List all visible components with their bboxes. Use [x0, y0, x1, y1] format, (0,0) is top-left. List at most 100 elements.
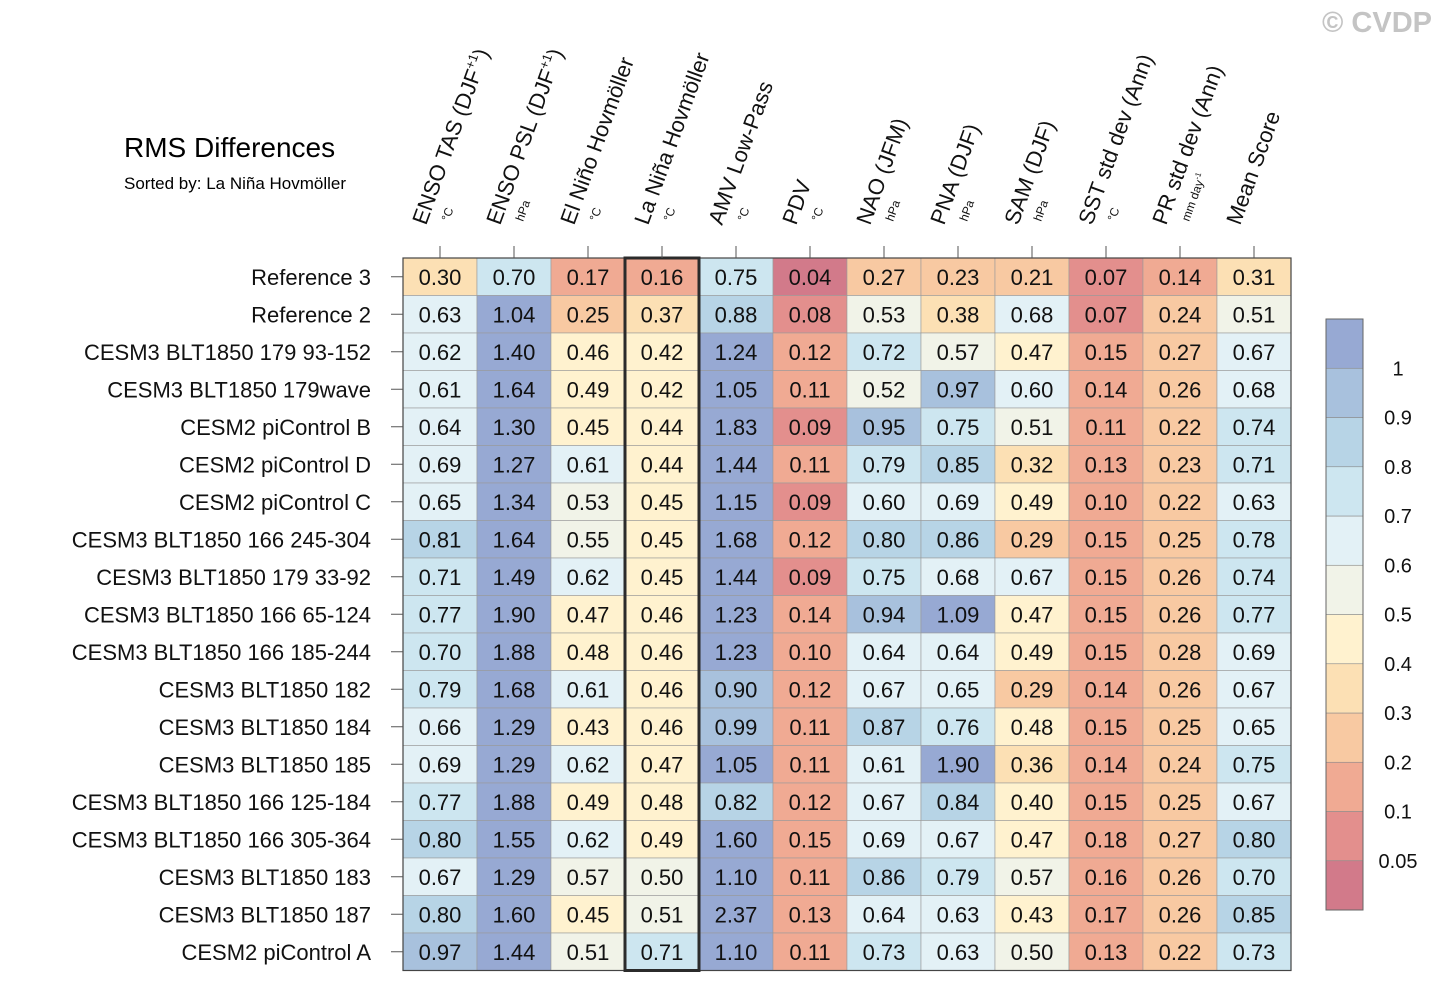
heatmap-cell — [846, 670, 922, 709]
cell-value-label: 0.48 — [1011, 715, 1054, 740]
cell-value-label: 0.47 — [1011, 827, 1054, 852]
cell-value-label: 0.73 — [863, 940, 906, 965]
cell-value-label: 0.57 — [937, 340, 980, 365]
heatmap-cell — [1068, 932, 1144, 971]
heatmap-cell — [1068, 257, 1144, 296]
heatmap-cell — [698, 857, 774, 896]
cell-value-label: 1.15 — [715, 490, 758, 515]
cell-value-label: 0.11 — [789, 452, 830, 477]
heatmap-cell — [772, 932, 848, 971]
heatmap-cell — [402, 332, 478, 371]
row-label: CESM3 BLT1850 179wave — [107, 377, 371, 402]
heatmap-cell — [698, 520, 774, 559]
column-label: ENSO TAS (DJF+1) — [406, 45, 494, 228]
cell-value-label: 0.84 — [937, 790, 980, 815]
cell-value-label: 1.05 — [715, 752, 758, 777]
cell-value-label: 0.87 — [863, 715, 906, 740]
cell-value-label: 0.69 — [937, 490, 980, 515]
heatmap-cell — [698, 895, 774, 934]
row-label: CESM2 piControl A — [181, 940, 371, 965]
heatmap-cell — [1142, 520, 1218, 559]
heatmap-cell — [1068, 670, 1144, 709]
cell-value-label: 0.81 — [419, 527, 462, 552]
cell-value-label: 0.75 — [937, 415, 980, 440]
column-units: hPa — [883, 198, 904, 223]
cell-value-label: 0.11 — [1085, 415, 1126, 440]
row-label: CESM2 piControl B — [180, 415, 371, 440]
cell-value-label: 0.52 — [863, 377, 906, 402]
cell-value-label: 0.27 — [863, 265, 906, 290]
cell-value-label: 0.44 — [641, 452, 684, 477]
heatmap-cell — [1068, 857, 1144, 896]
heatmap-cell — [846, 782, 922, 821]
heatmap-cell — [1068, 745, 1144, 784]
colorbar-segment — [1325, 712, 1364, 763]
cell-value-label: 0.13 — [1085, 940, 1128, 965]
heatmap-cell — [1068, 707, 1144, 746]
colorbar-segment — [1325, 663, 1364, 714]
row-label: Reference 2 — [251, 302, 371, 327]
cell-value-label: 0.26 — [1159, 677, 1202, 702]
heatmap-cell — [846, 632, 922, 671]
cell-value-label: 0.51 — [641, 902, 684, 927]
heatmap-cell — [402, 257, 478, 296]
heatmap-cell — [994, 295, 1070, 334]
heatmap-cell — [846, 857, 922, 896]
cell-value-label: 0.63 — [937, 902, 980, 927]
heatmap-cell — [772, 745, 848, 784]
heatmap-cell — [920, 895, 996, 934]
cell-value-label: 0.44 — [641, 415, 684, 440]
cell-value-label: 2.37 — [715, 902, 758, 927]
heatmap-cell — [920, 595, 996, 634]
row-label: CESM3 BLT1850 166 305-364 — [72, 827, 371, 852]
cell-value-label: 0.80 — [419, 902, 462, 927]
heatmap-cell — [1068, 370, 1144, 409]
heatmap-cell — [624, 257, 700, 296]
cell-value-label: 0.70 — [493, 265, 536, 290]
cell-value-label: 0.74 — [1233, 415, 1276, 440]
cell-value-label: 1.68 — [715, 527, 758, 552]
heatmap-cell — [994, 932, 1070, 971]
cell-value-label: 0.64 — [419, 415, 462, 440]
colorbar-label: 0.2 — [1384, 752, 1412, 774]
colorbar-segment — [1325, 367, 1364, 418]
cell-value-label: 1.09 — [937, 602, 980, 627]
colorbar-segment — [1325, 318, 1364, 369]
heatmap-cell — [846, 707, 922, 746]
heatmap-cell — [402, 520, 478, 559]
cell-value-label: 0.36 — [1011, 752, 1054, 777]
heatmap-cell — [846, 820, 922, 859]
row-label: CESM3 BLT1850 185 — [159, 752, 371, 777]
heatmap-cell — [476, 520, 552, 559]
heatmap-cell — [698, 257, 774, 296]
column-units: °C — [809, 205, 827, 223]
cell-value-label: 1.29 — [493, 715, 536, 740]
cell-value-label: 0.53 — [863, 302, 906, 327]
heatmap-cell — [624, 857, 700, 896]
colorbar-segment — [1325, 515, 1364, 566]
cell-value-label: 0.63 — [1233, 490, 1276, 515]
cell-value-label: 0.14 — [1159, 265, 1202, 290]
row-label: CESM3 BLT1850 179 33-92 — [96, 565, 371, 590]
column-units: hPa — [513, 198, 534, 223]
colorbar-label: 0.3 — [1384, 703, 1412, 725]
heatmap-cell — [1068, 445, 1144, 484]
heatmap-cell — [698, 595, 774, 634]
cell-value-label: 0.60 — [1011, 377, 1054, 402]
cell-value-label: 0.26 — [1159, 565, 1202, 590]
cell-value-label: 1.60 — [493, 902, 536, 927]
heatmap-cell — [624, 557, 700, 596]
column-label: SAM (DJF) — [999, 117, 1060, 228]
cell-value-label: 0.26 — [1159, 902, 1202, 927]
cell-value-label: 0.90 — [715, 677, 758, 702]
heatmap-cell — [1142, 745, 1218, 784]
cell-value-label: 1.29 — [493, 752, 536, 777]
heatmap-cell — [476, 632, 552, 671]
cell-value-label: 0.10 — [789, 640, 832, 665]
colorbar-label: 0.4 — [1384, 654, 1412, 676]
colorbar-segment — [1325, 564, 1364, 615]
cell-value-label: 0.25 — [1159, 715, 1202, 740]
cell-value-label: 0.11 — [789, 940, 830, 965]
cell-value-label: 0.67 — [1233, 340, 1276, 365]
cell-value-label: 0.16 — [641, 265, 684, 290]
